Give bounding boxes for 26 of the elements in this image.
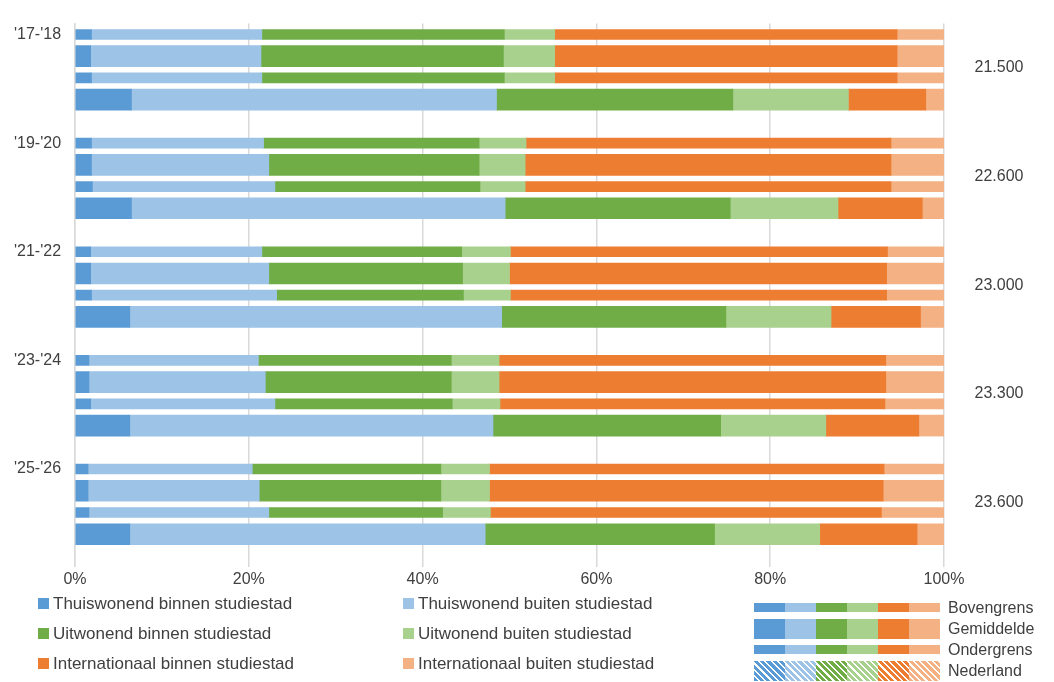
legend-label: Thuiswonend binnen studiestad: [53, 593, 293, 614]
text: 23.600: [974, 493, 1024, 511]
text: 23.000: [974, 275, 1024, 293]
legend-label: Uitwonend buiten studiestad: [418, 623, 632, 644]
legend-label: Internationaal buiten studiestad: [418, 653, 655, 674]
legend-label: Thuiswonend buiten studiestad: [418, 593, 653, 614]
y-tick-label: '17-'18: [14, 24, 62, 42]
x-tick-label: 80%: [754, 569, 787, 587]
x-tick-label: 40%: [406, 569, 439, 587]
text: Bovengrens: [948, 598, 1034, 617]
y-tick-label: '25-'26: [14, 459, 62, 477]
legend-label: Internationaal binnen studiestad: [53, 653, 295, 674]
x-tick-label: 20%: [232, 569, 265, 587]
text: Ondergrens: [948, 640, 1033, 659]
y-tick-label: '21-'22: [14, 242, 62, 260]
text: 21.500: [974, 58, 1024, 76]
legend-label: Uitwonend binnen studiestad: [53, 623, 272, 644]
y-tick-label: '23-'24: [14, 350, 62, 368]
y-tick-label: '19-'20: [14, 133, 62, 151]
text: Gemiddelde: [948, 619, 1035, 638]
text: 22.600: [974, 167, 1024, 185]
text: 23.300: [974, 384, 1024, 402]
x-tick-label: 60%: [580, 569, 613, 587]
x-tick-label: 100%: [923, 569, 965, 587]
x-tick-label: 0%: [63, 569, 87, 587]
text: Nederland: [948, 661, 1022, 680]
